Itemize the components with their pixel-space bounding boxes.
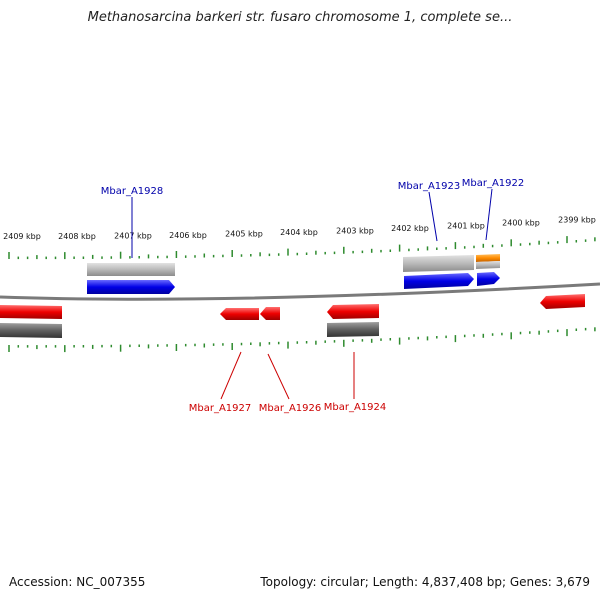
gene-arrow-mbar-a1922[interactable] <box>477 272 500 286</box>
cds-bar-gray <box>87 263 175 276</box>
cds-bar-dark <box>0 323 62 338</box>
gene-arrow-right-edge <box>540 294 585 309</box>
leader-line-mbar-a1926 <box>267 353 290 400</box>
cds-bar-gray <box>403 255 474 272</box>
scale-ticks-bottom <box>8 327 596 353</box>
scale-label: 2399 kbp <box>558 216 596 225</box>
leader-line-mbar-a1923 <box>428 191 438 242</box>
scale-label: 2406 kbp <box>169 231 207 240</box>
scale-label: 2403 kbp <box>336 226 374 235</box>
gene-arrow-mbar-a1928[interactable] <box>87 280 175 294</box>
accession-text: Accession: NC_007355 <box>9 575 146 589</box>
map-title: Methanosarcina barkeri str. fusaro chrom… <box>87 10 513 25</box>
scale-label: 2400 kbp <box>502 219 540 228</box>
scale-label: 2401 kbp <box>447 222 485 231</box>
scale-label: 2402 kbp <box>391 224 429 233</box>
gene-label-mbar-a1924[interactable]: Mbar_A1924 <box>324 402 387 413</box>
gene-label-mbar-a1927[interactable]: Mbar_A1927 <box>189 403 252 414</box>
scale-label: 2409 kbp <box>3 232 41 241</box>
gene-arrow-mbar-a1923[interactable] <box>404 273 474 289</box>
scale-labels: 2409 kbp 2408 kbp 2407 kbp 2406 kbp 2405 kbp… <box>3 216 596 242</box>
scale-label: 2408 kbp <box>58 232 96 241</box>
cds-bar-dark <box>327 322 379 337</box>
gene-label-mbar-a1923[interactable]: Mbar_A1923 <box>398 181 461 192</box>
leader-line-mbar-a1927 <box>220 351 242 400</box>
chromosome-backbone <box>0 282 600 301</box>
gene-arrow-mbar-a1927[interactable] <box>220 308 259 320</box>
scale-label: 2404 kbp <box>280 228 318 237</box>
gene-arrow-left-edge <box>0 305 62 319</box>
genome-summary: Topology: circular; Length: 4,837,408 bp… <box>260 575 590 589</box>
scale-label: 2405 kbp <box>225 230 263 239</box>
rna-bar-orange <box>476 254 500 262</box>
gene-label-mbar-a1926[interactable]: Mbar_A1926 <box>259 403 322 414</box>
gene-label-mbar-a1922[interactable]: Mbar_A1922 <box>462 178 525 189</box>
gene-arrow-mbar-a1924[interactable] <box>327 304 379 319</box>
scale-ticks-top <box>8 236 596 260</box>
gene-label-mbar-a1928[interactable]: Mbar_A1928 <box>101 186 164 197</box>
gene-arrow-mbar-a1926[interactable] <box>260 307 280 320</box>
leader-line-mbar-a1922 <box>485 188 493 241</box>
scale-label: 2407 kbp <box>114 232 152 241</box>
cds-bar-gray <box>476 261 500 269</box>
